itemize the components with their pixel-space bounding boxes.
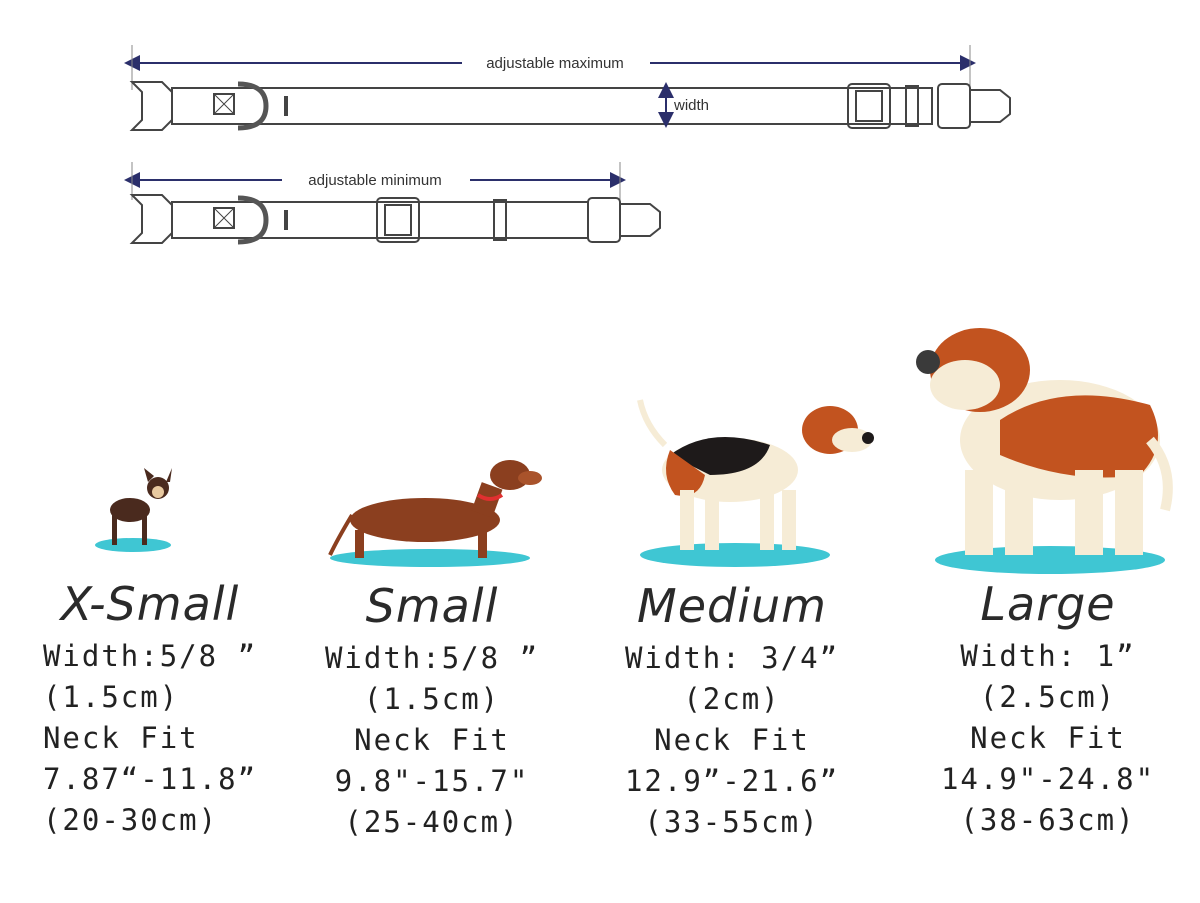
saint-bernard-icon — [916, 328, 1173, 574]
collar-max-diagram — [124, 45, 1011, 131]
beagle-icon — [637, 399, 874, 567]
width-cm: (1.5cm) — [363, 682, 501, 716]
size-title: X-Small — [60, 577, 240, 631]
width-value: Width:5/8 ” — [42, 639, 258, 673]
neck-fit-cm: (25-40cm) — [344, 805, 520, 839]
adjustable-maximum-label: adjustable maximum — [486, 55, 624, 72]
width-cm: (1.5cm) — [42, 680, 180, 714]
size-large: Large Width: 1” (2.5cm) Neck Fit 14.9"-2… — [941, 578, 1155, 841]
size-x-small: X-Small Width:5/8 ” (1.5cm) Neck Fit 7.8… — [43, 578, 257, 841]
neck-fit-label: Neck Fit — [654, 723, 810, 757]
neck-fit-inches: 7.87“-11.8” — [42, 762, 258, 796]
neck-fit-inches: 9.8"-15.7" — [334, 764, 530, 798]
neck-fit-label: Neck Fit — [42, 721, 199, 755]
size-title: Medium — [637, 579, 827, 633]
neck-fit-inches: 14.9"-24.8" — [940, 762, 1156, 796]
neck-fit-cm: (33-55cm) — [644, 805, 820, 839]
width-value: Width:5/8 ” — [324, 641, 540, 675]
neck-fit-label: Neck Fit — [970, 721, 1126, 755]
width-cm: (2cm) — [683, 682, 781, 716]
neck-fit-label: Neck Fit — [354, 723, 510, 757]
size-medium: Medium Width: 3/4” (2cm) Neck Fit 12.9”-… — [625, 580, 839, 843]
width-value: Width: 1” — [960, 639, 1136, 673]
size-small: Small Width:5/8 ” (1.5cm) Neck Fit 9.8"-… — [325, 580, 539, 843]
neck-fit-inches: 12.9”-21.6” — [624, 764, 840, 798]
chihuahua-icon — [95, 468, 172, 552]
width-label: width — [673, 97, 709, 114]
neck-fit-cm: (20-30cm) — [42, 803, 219, 837]
collar-min-diagram — [124, 162, 661, 245]
size-title: Large — [980, 577, 1116, 631]
size-title: Small — [365, 579, 499, 633]
width-value: Width: 3/4” — [624, 641, 840, 675]
width-cm: (2.5cm) — [979, 680, 1117, 714]
dachshund-icon — [328, 460, 542, 567]
neck-fit-cm: (38-63cm) — [960, 803, 1136, 837]
adjustable-minimum-label: adjustable minimum — [308, 172, 441, 189]
